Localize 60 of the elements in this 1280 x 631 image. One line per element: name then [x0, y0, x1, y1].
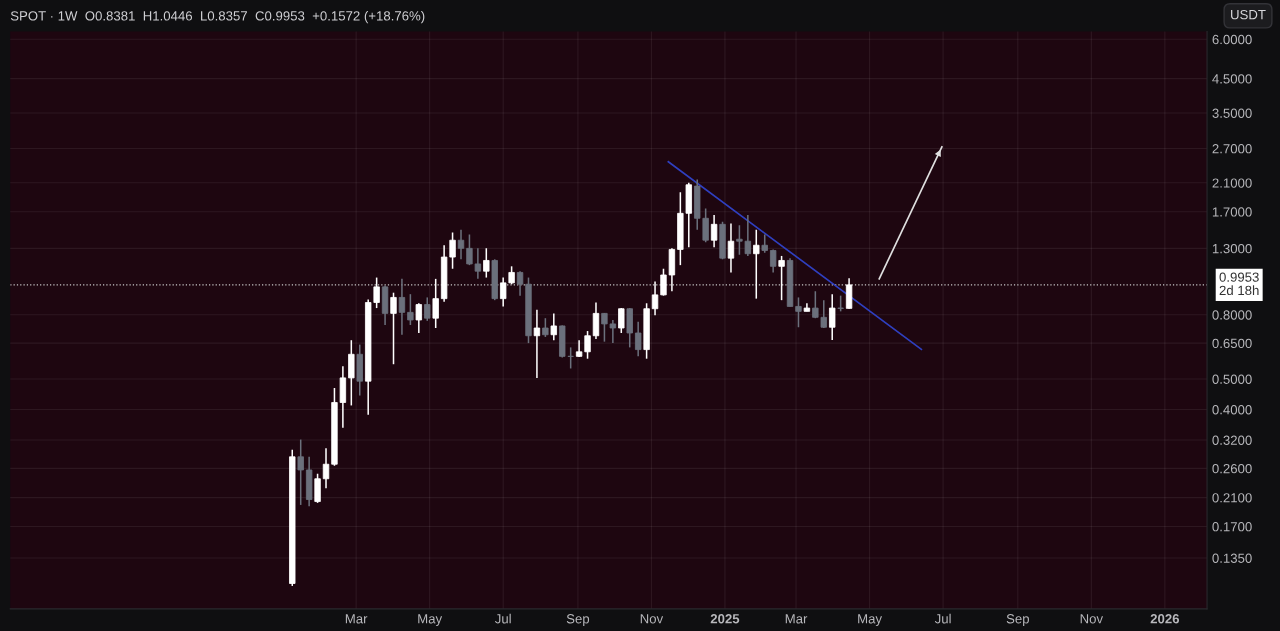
candlestick	[761, 233, 768, 254]
y-tick-label: 0.6500	[1212, 338, 1252, 349]
candlestick	[297, 438, 304, 506]
y-tick-label: 0.2100	[1212, 493, 1252, 503]
candlestick	[533, 308, 541, 379]
candlestick	[457, 228, 465, 261]
x-tick-label: Nov	[1080, 614, 1104, 624]
y-tick-label: 0.3200	[1212, 435, 1252, 445]
candlestick	[778, 255, 785, 301]
y-tick-label: 2.1000	[1212, 178, 1252, 188]
candlestick	[542, 317, 549, 338]
x-tick-label: Mar	[345, 614, 368, 624]
candlestick	[829, 293, 836, 341]
text: USDT	[1231, 9, 1266, 20]
candlestick	[710, 214, 718, 249]
x-tick-label: Jul	[934, 613, 951, 624]
candlestick	[634, 320, 642, 358]
x-tick-label: 2026	[1150, 614, 1180, 624]
candlestick	[424, 296, 431, 322]
candlestick	[415, 302, 423, 334]
candlestick	[845, 277, 853, 310]
candlestick	[592, 301, 600, 340]
x-tick-label: Mar	[785, 614, 808, 624]
x-tick-label: Sep	[566, 614, 590, 627]
y-tick-label: 3.5000	[1212, 108, 1252, 118]
x-tick-label: 2025	[710, 614, 740, 624]
y-tick-label: 0.4000	[1212, 405, 1252, 415]
candlestick	[618, 307, 625, 334]
candlestick	[322, 447, 330, 489]
y-tick-label: 1.3000	[1212, 243, 1252, 254]
y-tick-label: 4.5000	[1212, 74, 1252, 84]
candlestick	[516, 270, 524, 297]
y-tick-label: 2.7000	[1212, 144, 1252, 154]
candlestick	[769, 248, 777, 274]
ref-line-label: 0.9953 2d 18h	[1219, 272, 1259, 296]
x-tick-label: Nov	[640, 614, 664, 624]
candlestick	[348, 339, 355, 407]
candlestick	[398, 278, 406, 336]
candlestick	[390, 291, 397, 365]
candlestick	[727, 222, 735, 274]
y-tick-label: 6.0000	[1212, 34, 1252, 45]
chart-title: SPOT · 1W O0.8381 H1.0446 L0.8357 C0.9953 +0.1572 (+18.76%)	[10, 10, 425, 24]
x-tick-label: May	[418, 614, 443, 627]
y-tick-label: 0.8000	[1212, 310, 1252, 320]
candlestick	[407, 293, 414, 326]
y-tick-label: 0.1350	[1212, 553, 1252, 563]
x-tick-label: Jul	[494, 613, 511, 624]
candlestick	[550, 312, 557, 341]
candlestick	[753, 228, 760, 300]
x-tick-label: Sep	[1006, 614, 1029, 627]
candlestick	[432, 278, 439, 329]
candlestick	[795, 296, 802, 329]
x-tick-label: May	[858, 614, 883, 627]
y-tick-label: 1.7000	[1212, 207, 1252, 217]
y-tick-label: 0.1700	[1212, 522, 1252, 532]
candlestick	[483, 247, 490, 279]
candlestick	[651, 280, 659, 317]
y-tick-label: 0.2600	[1212, 463, 1252, 474]
candlestick	[314, 472, 321, 504]
y-tick-label: 0.5000	[1212, 374, 1252, 384]
